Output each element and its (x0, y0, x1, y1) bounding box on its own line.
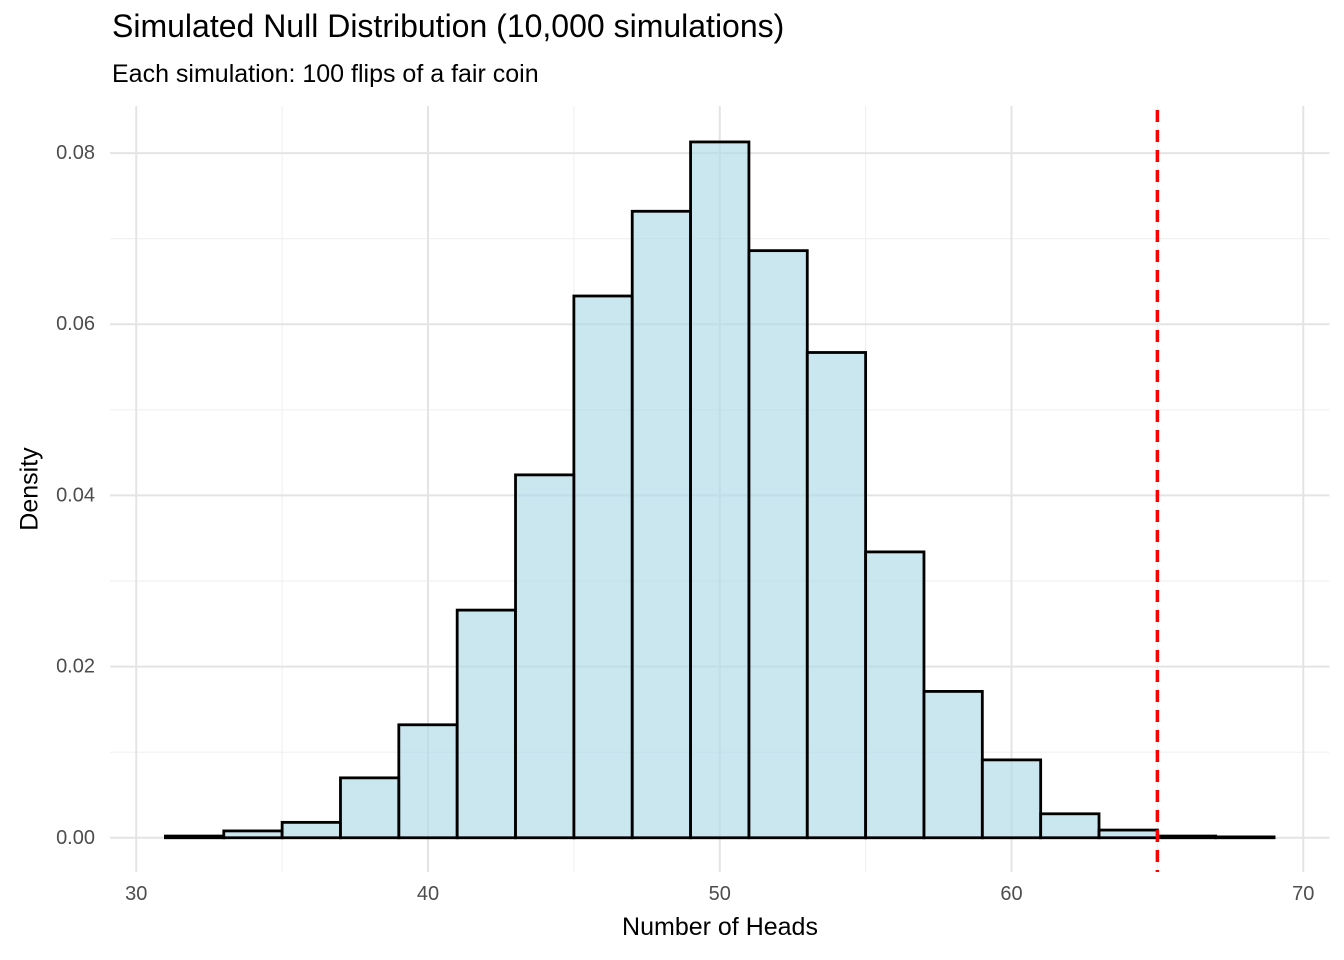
histogram-bar (397, 723, 459, 840)
histogram-bar (980, 758, 1043, 840)
histogram-bar (1039, 812, 1101, 840)
histogram-bar (1097, 828, 1159, 840)
histogram-bar (339, 776, 401, 840)
histogram-bar (455, 608, 517, 840)
x-tick-label: 40 (417, 883, 439, 905)
histogram-bar (805, 351, 868, 840)
x-axis-title: Number of Heads (622, 913, 818, 941)
histogram-bar (222, 829, 284, 840)
y-tick-label: 0.00 (56, 827, 95, 849)
histogram-bar (747, 249, 809, 840)
histogram-bar (630, 209, 692, 840)
y-tick-label: 0.06 (56, 313, 95, 335)
y-axis-title: Density (15, 447, 44, 531)
histogram-bar (1155, 834, 1218, 840)
histogram-bar (280, 820, 342, 840)
histogram-bar (922, 690, 984, 840)
histogram-bar (514, 473, 576, 840)
histogram-bar (689, 140, 751, 840)
x-tick-label: 30 (125, 883, 147, 905)
x-tick-label: 60 (1000, 883, 1022, 905)
chart-title: Simulated Null Distribution (10,000 simu… (112, 8, 785, 44)
histogram-bar (1214, 835, 1276, 840)
x-tick-label: 50 (709, 883, 731, 905)
histogram-bar (864, 550, 926, 840)
x-tick-label: 70 (1292, 883, 1314, 905)
histogram-bar (572, 294, 634, 840)
histogram-bar (164, 834, 226, 840)
y-tick-label: 0.02 (56, 656, 95, 678)
y-tick-label: 0.04 (56, 484, 95, 506)
chart-subtitle: Each simulation: 100 flips of a fair coi… (112, 60, 539, 88)
y-tick-label: 0.08 (56, 142, 95, 164)
